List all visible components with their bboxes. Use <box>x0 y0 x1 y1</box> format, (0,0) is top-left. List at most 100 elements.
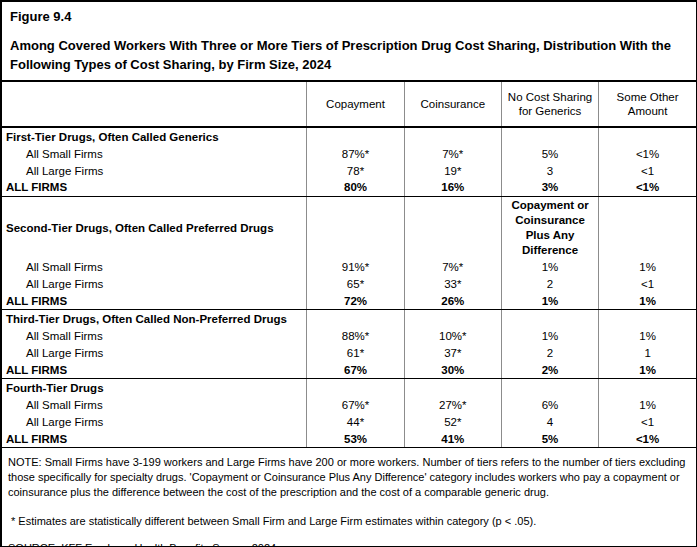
row-label: All Small Firms <box>2 259 307 276</box>
value-cell: 72% <box>307 293 404 310</box>
title-block: Figure 9.4 Among Covered Workers With Th… <box>2 2 696 82</box>
row-all-firms: ALL FIRMS 72% 26% 1% 1% <box>2 293 696 310</box>
row-label: ALL FIRMS <box>2 179 307 196</box>
value-cell: 1 <box>599 345 696 362</box>
section-title-row: First-Tier Drugs, Often Called Generics <box>2 127 696 145</box>
corner-cell <box>2 82 307 127</box>
section-title: First-Tier Drugs, Often Called Generics <box>2 127 307 145</box>
value-cell: 1% <box>501 328 598 345</box>
row-small-firms: All Small Firms 91%* 7%* 1% 1% <box>2 259 696 276</box>
value-cell: 4 <box>501 414 598 431</box>
section-fourth-tier: Fourth-Tier Drugs All Small Firms 67%* 2… <box>2 379 696 448</box>
cost-sharing-table: Copayment Coinsurance No Cost Sharing fo… <box>2 82 696 448</box>
empty-cell <box>404 310 501 328</box>
value-cell: 1% <box>599 259 696 276</box>
row-small-firms: All Small Firms 67%* 27%* 6% 1% <box>2 397 696 414</box>
value-cell: <1 <box>599 162 696 179</box>
row-label: All Small Firms <box>2 145 307 162</box>
value-cell: <1% <box>599 179 696 196</box>
empty-cell <box>307 379 404 397</box>
value-cell: <1 <box>599 414 696 431</box>
section-title: Third-Tier Drugs, Often Called Non-Prefe… <box>2 310 307 328</box>
value-cell: 10%* <box>404 328 501 345</box>
row-large-firms: All Large Firms 61* 37* 2 1 <box>2 345 696 362</box>
value-cell: 2 <box>501 276 598 293</box>
value-cell: 5% <box>501 431 598 448</box>
empty-cell <box>404 196 501 259</box>
value-cell: 3% <box>501 179 598 196</box>
empty-cell <box>307 196 404 259</box>
value-cell: <1 <box>599 276 696 293</box>
row-label: All Small Firms <box>2 397 307 414</box>
row-label: All Large Firms <box>2 414 307 431</box>
column-header-coinsurance: Coinsurance <box>404 82 501 127</box>
section-title: Fourth-Tier Drugs <box>2 379 307 397</box>
figure-number: Figure 9.4 <box>10 9 687 24</box>
column-subheader-copay-plus-difference: Copayment or Coinsurance Plus Any Differ… <box>501 196 598 259</box>
value-cell: 19* <box>404 162 501 179</box>
value-cell: 67% <box>307 362 404 379</box>
value-cell: 27%* <box>404 397 501 414</box>
value-cell: 16% <box>404 179 501 196</box>
empty-cell <box>501 379 598 397</box>
value-cell: 80% <box>307 179 404 196</box>
value-cell: 30% <box>404 362 501 379</box>
row-label: All Large Firms <box>2 345 307 362</box>
section-title: Second-Tier Drugs, Often Called Preferre… <box>2 196 307 259</box>
empty-cell <box>404 379 501 397</box>
value-cell: 52* <box>404 414 501 431</box>
value-cell: 1% <box>599 397 696 414</box>
value-cell: 26% <box>404 293 501 310</box>
empty-cell <box>599 127 696 145</box>
value-cell: 67%* <box>307 397 404 414</box>
section-title-row: Third-Tier Drugs, Often Called Non-Prefe… <box>2 310 696 328</box>
empty-cell <box>307 127 404 145</box>
row-all-firms: ALL FIRMS 67% 30% 2% 1% <box>2 362 696 379</box>
value-cell: 33* <box>404 276 501 293</box>
column-header-row: Copayment Coinsurance No Cost Sharing fo… <box>2 82 696 127</box>
value-cell: 1% <box>501 259 598 276</box>
row-large-firms: All Large Firms 65* 33* 2 <1 <box>2 276 696 293</box>
value-cell: 2 <box>501 345 598 362</box>
row-label: ALL FIRMS <box>2 431 307 448</box>
note-text: NOTE: Small Firms have 3-199 workers and… <box>8 455 688 500</box>
empty-cell <box>599 196 696 259</box>
value-cell: 61* <box>307 345 404 362</box>
value-cell: 37* <box>404 345 501 362</box>
empty-cell <box>501 127 598 145</box>
row-label: ALL FIRMS <box>2 293 307 310</box>
value-cell: 87%* <box>307 145 404 162</box>
value-cell: 1% <box>599 362 696 379</box>
row-label: All Small Firms <box>2 328 307 345</box>
empty-cell <box>307 310 404 328</box>
value-cell: 7%* <box>404 259 501 276</box>
value-cell: 1% <box>501 293 598 310</box>
value-cell: 1% <box>599 293 696 310</box>
empty-cell <box>599 379 696 397</box>
empty-cell <box>404 127 501 145</box>
section-title-row: Fourth-Tier Drugs <box>2 379 696 397</box>
empty-cell <box>501 310 598 328</box>
value-cell: 7%* <box>404 145 501 162</box>
column-header-no-cost-sharing: No Cost Sharing for Generics <box>501 82 598 127</box>
row-label: ALL FIRMS <box>2 362 307 379</box>
row-label: All Large Firms <box>2 276 307 293</box>
value-cell: 1% <box>599 328 696 345</box>
row-label: All Large Firms <box>2 162 307 179</box>
value-cell: 2% <box>501 362 598 379</box>
footnote-text: * Estimates are statistically different … <box>8 514 688 529</box>
value-cell: 88%* <box>307 328 404 345</box>
value-cell: 44* <box>307 414 404 431</box>
row-small-firms: All Small Firms 87%* 7%* 5% <1% <box>2 145 696 162</box>
section-third-tier: Third-Tier Drugs, Often Called Non-Prefe… <box>2 310 696 379</box>
value-cell: <1% <box>599 145 696 162</box>
value-cell: 6% <box>501 397 598 414</box>
value-cell: 53% <box>307 431 404 448</box>
figure-title: Among Covered Workers With Three or More… <box>10 37 687 75</box>
empty-cell <box>599 310 696 328</box>
section-title-row: Second-Tier Drugs, Often Called Preferre… <box>2 196 696 259</box>
row-all-firms: ALL FIRMS 53% 41% 5% <1% <box>2 431 696 448</box>
value-cell: 78* <box>307 162 404 179</box>
value-cell: 41% <box>404 431 501 448</box>
section-first-tier: First-Tier Drugs, Often Called Generics … <box>2 127 696 196</box>
